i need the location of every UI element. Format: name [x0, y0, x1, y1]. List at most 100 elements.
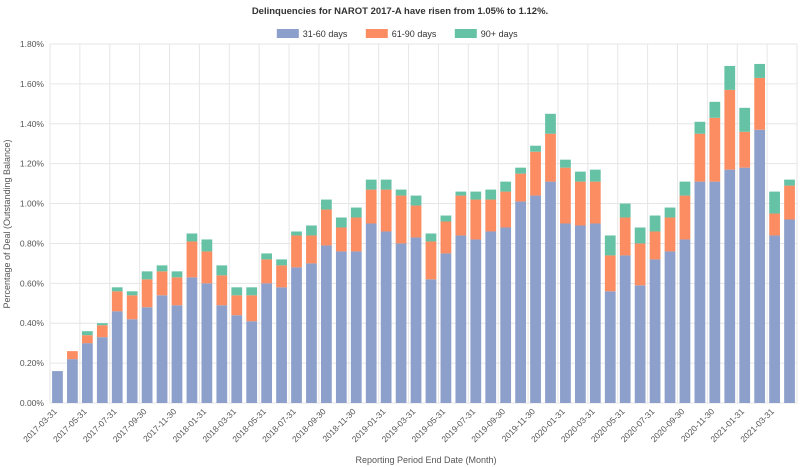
bar-31-60-2018-07-31 [291, 267, 302, 403]
bar-31-60-2021-04-30 [784, 219, 795, 403]
bar-61-90-2019-12-31 [545, 133, 556, 182]
bar-61-90-2019-04-30 [425, 241, 437, 280]
bar-90plus-2019-08-31 [485, 189, 497, 200]
bar-31-60-2017-09-30 [141, 307, 153, 403]
bar-61-90-2018-12-31 [365, 189, 377, 224]
bar-90plus-2020-07-31 [649, 215, 661, 232]
bar-61-90-2017-12-31 [186, 241, 198, 278]
bar-61-90-2018-04-30 [246, 295, 258, 322]
bar-31-60-2019-04-30 [425, 279, 437, 403]
bar-90plus-2017-10-31 [156, 265, 168, 272]
y-tick-label: 0.40% [20, 318, 45, 328]
bar-31-60-2018-04-30 [246, 321, 258, 403]
bar-31-60-2020-09-30 [679, 239, 691, 403]
bar-61-90-2018-08-31 [306, 235, 317, 264]
bar-90plus-2021-02-28 [754, 63, 766, 78]
bar-61-90-2017-11-30 [171, 277, 183, 306]
bar-90plus-2020-01-31 [560, 159, 571, 168]
bar-90plus-2018-05-31 [261, 253, 273, 260]
bar-31-60-2018-01-31 [201, 283, 213, 403]
bar-61-90-2020-10-31 [694, 133, 706, 182]
bar-31-60-2020-05-31 [619, 255, 631, 403]
bar-90plus-2017-12-31 [186, 233, 198, 242]
bar-61-90-2017-05-31 [81, 335, 93, 344]
bar-90plus-2017-09-30 [141, 271, 153, 280]
legend-swatch [365, 29, 388, 38]
bar-61-90-2018-06-30 [276, 265, 287, 288]
y-tick-label: 0.00% [20, 398, 45, 408]
bar-90plus-2018-06-30 [276, 259, 287, 266]
bar-61-90-2019-09-30 [500, 191, 512, 228]
bar-90plus-2018-09-30 [321, 199, 332, 210]
bar-90plus-2018-01-31 [201, 239, 213, 252]
bar-31-60-2018-05-31 [261, 283, 273, 403]
bar-61-90-2021-04-30 [784, 185, 795, 220]
bar-61-90-2020-12-31 [724, 89, 736, 170]
bar-31-60-2017-08-31 [126, 319, 138, 403]
bar-90plus-2018-12-31 [365, 179, 377, 190]
bar-31-60-2018-10-31 [335, 251, 347, 403]
bar-61-90-2019-05-31 [440, 221, 452, 254]
bar-61-90-2019-11-30 [530, 151, 541, 196]
bar-31-60-2017-07-31 [111, 311, 123, 403]
bar-31-60-2018-12-31 [365, 223, 377, 403]
bar-31-60-2017-11-30 [171, 305, 183, 403]
legend-swatch [276, 29, 299, 38]
bar-61-90-2018-07-31 [291, 235, 302, 268]
bar-90plus-2019-05-31 [440, 215, 452, 222]
bar-61-90-2018-02-28 [216, 275, 228, 306]
bar-61-90-2021-03-31 [769, 213, 780, 236]
bar-61-90-2017-06-30 [96, 325, 108, 338]
bar-31-60-2017-10-31 [156, 295, 168, 403]
bar-90plus-2017-07-31 [111, 287, 123, 292]
bar-90plus-2018-10-31 [335, 217, 347, 228]
bar-31-60-2020-11-30 [709, 181, 721, 403]
bar-61-90-2018-05-31 [261, 259, 273, 284]
bar-90plus-2019-01-31 [380, 179, 392, 190]
bar-90plus-2020-02-29 [574, 171, 586, 182]
bar-61-90-2017-08-31 [126, 295, 138, 320]
bar-90plus-2019-09-30 [500, 181, 512, 192]
bar-90plus-2021-04-30 [784, 179, 795, 186]
bar-61-90-2020-09-30 [679, 195, 691, 240]
bar-31-60-2018-09-30 [321, 245, 332, 403]
bar-90plus-2017-05-31 [81, 331, 93, 336]
bar-90plus-2019-12-31 [545, 113, 556, 134]
bar-90plus-2017-11-30 [171, 271, 183, 278]
bar-31-60-2018-11-30 [350, 251, 362, 403]
bar-61-90-2021-01-31 [739, 131, 751, 168]
bar-61-90-2017-04-30 [67, 351, 78, 360]
bar-90plus-2020-05-31 [619, 203, 631, 218]
bar-61-90-2020-01-31 [560, 167, 571, 224]
bar-31-60-2017-03-31 [52, 371, 63, 403]
bar-31-60-2019-09-30 [500, 227, 512, 403]
bar-90plus-2018-03-31 [231, 287, 243, 296]
bar-31-60-2020-12-31 [724, 169, 736, 403]
bar-31-60-2017-06-30 [96, 337, 108, 403]
legend-label: 61-90 days [392, 29, 437, 39]
bar-61-90-2019-02-28 [395, 195, 407, 244]
bar-90plus-2017-08-31 [126, 291, 138, 296]
y-tick-label: 0.80% [20, 238, 45, 248]
bar-90plus-2020-12-31 [724, 65, 736, 90]
bar-31-60-2018-08-31 [306, 263, 317, 403]
legend-label: 31-60 days [303, 29, 348, 39]
bar-90plus-2019-02-28 [395, 189, 407, 196]
bar-90plus-2017-06-30 [96, 323, 108, 326]
bar-31-60-2019-02-28 [395, 243, 407, 403]
bar-31-60-2018-03-31 [231, 315, 243, 403]
bar-61-90-2019-06-30 [455, 195, 467, 236]
legend: 31-60 days 61-90 days 90+ days [276, 29, 518, 39]
bar-90plus-2019-11-30 [530, 145, 541, 152]
bar-31-60-2020-03-31 [589, 223, 601, 403]
bar-31-60-2019-06-30 [455, 235, 467, 403]
bar-90plus-2020-06-30 [634, 227, 646, 244]
bar-31-60-2020-07-31 [649, 259, 661, 403]
legend-label: 90+ days [481, 29, 518, 39]
x-axis-label: Reporting Period End Date (Month) [355, 455, 496, 465]
bar-31-60-2019-01-31 [380, 231, 392, 403]
bar-90plus-2020-10-31 [694, 121, 706, 134]
bars [52, 63, 795, 403]
bar-90plus-2018-07-31 [291, 231, 302, 236]
bar-61-90-2017-10-31 [156, 271, 168, 296]
